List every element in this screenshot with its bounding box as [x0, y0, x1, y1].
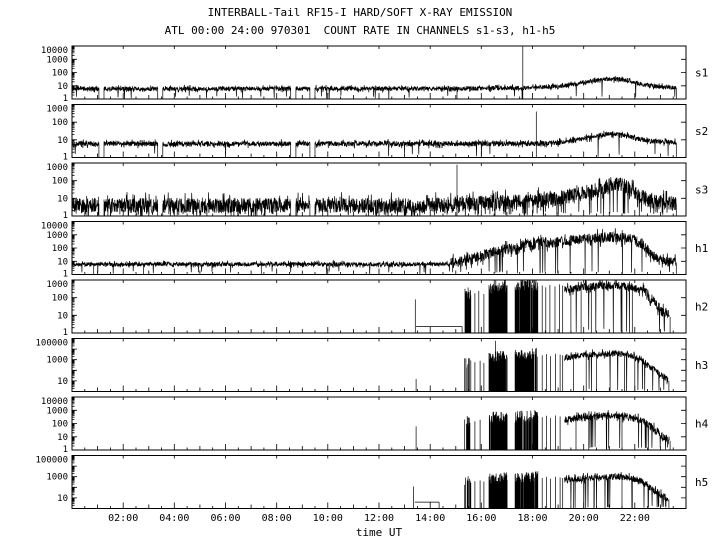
y-tick-label: 10000 [41, 46, 68, 56]
x-tick-label: 14:00 [415, 513, 445, 524]
y-tick-label: 1 [63, 94, 68, 104]
chart-subtitle: ATL 00:00 24:00 970301 COUNT RATE IN CHA… [164, 24, 556, 37]
y-tick-label: 10 [57, 257, 68, 267]
y-tick-label: 100 [52, 118, 68, 128]
axis-ticks [72, 280, 686, 334]
y-tick-label: 1 [63, 211, 68, 221]
x-axis-label: time UT [355, 526, 403, 539]
y-tick-label: 1000 [46, 163, 68, 173]
axis-ticks [72, 45, 686, 100]
x-tick-label: 08:00 [262, 513, 292, 524]
axis-ticks [72, 104, 686, 158]
panel-label-s3: s3 [695, 184, 708, 197]
y-tick-label: 100000 [35, 339, 68, 349]
panel-label-s1: s1 [695, 67, 708, 80]
panel-label-h3: h3 [695, 359, 708, 372]
x-tick-label: 20:00 [569, 513, 599, 524]
trace-h4 [72, 410, 671, 451]
trace-s2 [71, 111, 677, 158]
y-tick-label: 100 [52, 69, 68, 79]
x-tick-label: 16:00 [466, 513, 496, 524]
panel-h5: 100000 1000 10 h5 [35, 455, 708, 509]
y-tick-label: 100 [52, 244, 68, 254]
y-tick-label: 1000 [46, 356, 68, 366]
y-tick-label: 1 [63, 328, 68, 338]
panel-s2: 1000 100 10 1 s2 [46, 104, 708, 163]
axis-ticks [72, 396, 686, 451]
y-tick-label: 10 [57, 136, 68, 146]
panel-label-h5: h5 [695, 476, 708, 489]
panel-label-h4: h4 [695, 418, 709, 431]
trace-h1 [71, 228, 677, 275]
x-tick-label: 02:00 [108, 513, 138, 524]
x-tick-label: 06:00 [210, 513, 240, 524]
y-tick-label: 1000 [46, 473, 68, 483]
y-tick-label: 10 [57, 494, 68, 504]
y-tick-label: 1 [63, 270, 68, 280]
x-tick-label: 04:00 [159, 513, 189, 524]
y-tick-label: 10000 [41, 222, 68, 232]
trace-s1 [71, 46, 677, 99]
y-tick-label: 10 [57, 377, 68, 387]
panel-h3: 100000 1000 10 h3 [35, 338, 708, 392]
y-tick-label: 10 [57, 194, 68, 204]
y-tick-label: 1000 [46, 105, 68, 115]
trace-h2 [72, 279, 671, 334]
chart-title: INTERBALL-Tail RF15-I HARD/SOFT X-RAY EM… [207, 6, 513, 19]
y-tick-label: 100 [52, 177, 68, 187]
trace-s3 [71, 164, 677, 217]
y-tick-label: 10 [57, 82, 68, 92]
x-tick-label: 22:00 [620, 513, 650, 524]
y-tick-label: 1000 [46, 280, 68, 290]
y-tick-label: 100000 [35, 456, 68, 466]
y-tick-label: 10 [57, 311, 68, 321]
y-tick-label: 10000 [41, 397, 68, 407]
y-tick-label: 1000 [46, 231, 68, 241]
x-tick-label: 12:00 [364, 513, 394, 524]
panel-label-h2: h2 [695, 301, 708, 314]
y-tick-label: 1000 [46, 55, 68, 65]
y-tick-label: 1000 [46, 406, 68, 416]
panel-h2: 1000 100 10 1 h2 [46, 279, 708, 338]
axis-ticks [72, 338, 686, 392]
y-tick-label: 100 [52, 420, 68, 430]
panel-label-s2: s2 [695, 125, 708, 138]
trace-h3 [72, 340, 670, 392]
panel-label-h1: h1 [695, 242, 708, 255]
x-tick-label: 18:00 [517, 513, 547, 524]
y-tick-label: 1 [63, 445, 68, 455]
y-tick-label: 100 [52, 294, 68, 304]
panel-s3: 1000 100 10 1 s3 [46, 162, 708, 221]
trace-h5 [72, 471, 670, 509]
y-tick-label: 1 [63, 153, 68, 163]
y-tick-label: 10 [57, 433, 68, 443]
x-tick-label: 10:00 [313, 513, 343, 524]
